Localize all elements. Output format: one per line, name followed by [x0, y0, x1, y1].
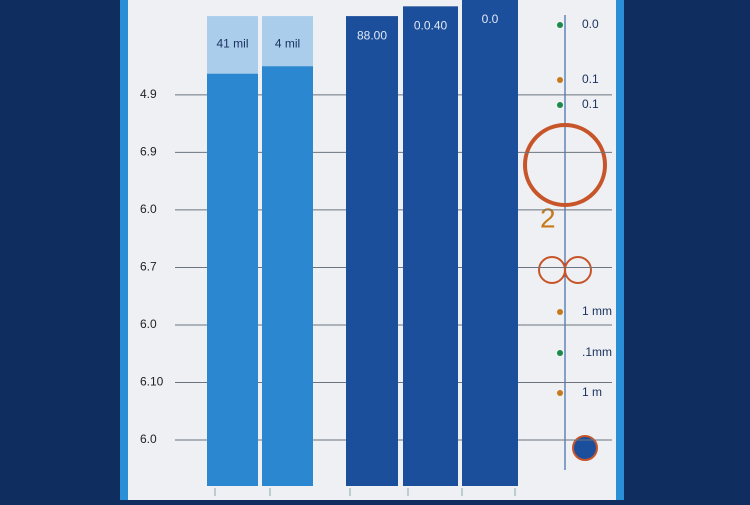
side-marker: [557, 77, 563, 83]
y-tick-label: 6.7: [140, 260, 157, 274]
y-tick-label: 6.9: [140, 145, 157, 159]
side-label: 0.1: [582, 72, 599, 86]
side-label: 0.0: [582, 17, 599, 31]
bar-label: 0.0: [482, 12, 499, 26]
bar: [207, 16, 258, 74]
side-label: 0.1: [582, 97, 599, 111]
side-marker: [557, 350, 563, 356]
side-icon: 2: [540, 202, 556, 233]
bar: [346, 16, 398, 487]
bar-label: 41 mil: [216, 36, 248, 50]
x-ticks: [214, 488, 516, 496]
bar-label: 0.0.40: [414, 18, 448, 32]
bar: [262, 66, 313, 486]
bar-label: 4 mil: [275, 36, 300, 50]
side-label: .1mm: [582, 345, 612, 359]
side-marker: [557, 102, 563, 108]
side-marker: [557, 390, 563, 396]
y-tick-label: 6.0: [140, 202, 157, 216]
bar: [462, 0, 518, 487]
side-label: 1 mm: [582, 304, 612, 318]
side-marker: [557, 309, 563, 315]
y-tick-label: 6.0: [140, 432, 157, 446]
side-icon: [523, 123, 607, 207]
bar: [207, 73, 258, 487]
y-tick-label: 6.0: [140, 317, 157, 331]
bar-label: 88.00: [357, 28, 387, 42]
y-tick-label: 4.9: [140, 87, 157, 101]
side-label: 1 m: [582, 385, 602, 399]
side-icon: [572, 435, 598, 461]
side-marker: [557, 22, 563, 28]
bar: [262, 16, 313, 67]
side-icon: [564, 256, 592, 284]
bar: [403, 6, 458, 486]
y-tick-label: 6.10: [140, 375, 164, 389]
